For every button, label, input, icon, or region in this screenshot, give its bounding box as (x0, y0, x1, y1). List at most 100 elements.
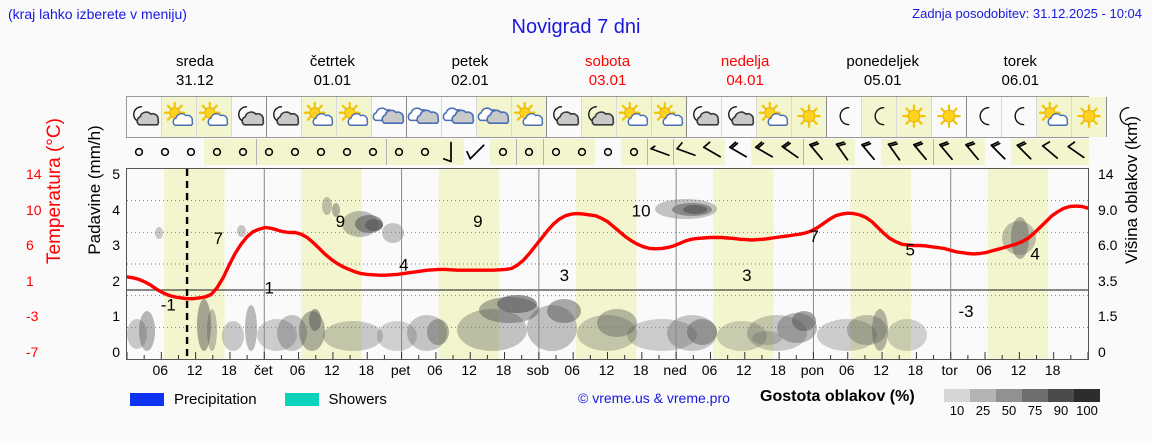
day-header: sreda 31.12 četrtek 01.01 petek 02.01 sobota 03… (126, 52, 1089, 92)
x-label-18: 18 (221, 362, 237, 378)
wind-barb-29 (880, 139, 907, 165)
temp-label-3: 9 (336, 212, 345, 231)
day-date: 06.01 (1001, 72, 1040, 89)
temperature-axis-title: Temperatura (°C) (44, 118, 65, 264)
weather-icon-sun-cloud (197, 97, 232, 137)
weather-icon-moon (1107, 97, 1141, 137)
day-header-2: četrtek 01.01 (264, 52, 402, 92)
page-title: Novigrad 7 dni (511, 16, 641, 38)
temp-label-10: 5 (905, 241, 914, 260)
x-label-18: 18 (1044, 362, 1061, 378)
weather-icon-sun-cloud (302, 97, 337, 137)
precipitation-axis-title: Padavine (mm/h) (85, 125, 104, 255)
cloud-blob (323, 321, 383, 351)
cloud-blob (139, 311, 155, 351)
temperature-curve (127, 204, 1088, 301)
wind-barb-17 (568, 139, 595, 165)
day-date: 02.01 (451, 72, 489, 89)
cloud-blob (887, 319, 927, 351)
x-label-tor: tor (941, 362, 958, 378)
weather-icon-sun-cloud (337, 97, 372, 137)
x-label-06: 06 (427, 362, 443, 378)
day-name: ponedeljek (846, 53, 919, 70)
cloud-blob (245, 305, 257, 351)
weather-icon-cloud (372, 97, 407, 137)
wind-barb-33 (985, 139, 1011, 165)
weather-icon-moon-cloud (582, 97, 617, 137)
weather-icon-moon (1002, 97, 1037, 137)
day-header-5: nedelja 04.01 (676, 52, 814, 92)
x-label-18: 18 (358, 362, 375, 378)
x-label-ned: ned (663, 362, 687, 378)
day-header-4: sobota 03.01 (539, 52, 677, 92)
x-label-pet: pet (390, 362, 411, 378)
cloud-density-swatch-75 (1022, 389, 1048, 402)
temp-label-12: 4 (1030, 244, 1039, 263)
wind-barb-27 (828, 139, 855, 165)
cloud-height-tick-3: 3.5 (1098, 272, 1118, 289)
day-name: četrtek (309, 53, 355, 70)
x-label-06: 06 (289, 362, 306, 378)
temperature-tick-4: -3 (26, 308, 39, 325)
day-date: 31.12 (176, 72, 214, 89)
x-label-06: 06 (976, 362, 992, 378)
wind-barb-22 (698, 139, 725, 165)
cloud-density-label-100: 100 (1076, 403, 1098, 418)
cloud-blob (792, 311, 816, 331)
temp-label-8: 3 (742, 266, 751, 285)
weather-icon-moon (862, 97, 897, 137)
wind-barb-21 (672, 139, 699, 165)
wind-barb-20 (646, 139, 673, 165)
wind-barb-32 (959, 139, 986, 165)
x-label-sob: sob (526, 362, 550, 378)
daytime-band (438, 169, 500, 359)
weather-icon-moon-cloud (722, 97, 757, 137)
weather-icon-sun (897, 97, 932, 137)
precipitation-legend-label: Precipitation (174, 390, 257, 408)
x-label-čet: čet (253, 362, 273, 378)
precipitation-tick-0: 5 (112, 166, 120, 182)
day-header-7: torek 06.01 (951, 52, 1089, 92)
cloud-blob (667, 315, 717, 351)
temp-label-5: 9 (473, 212, 482, 231)
cloud-blob (197, 299, 211, 351)
wind-barb-12 (438, 139, 465, 165)
cloud-density-scale (944, 389, 1100, 402)
cloud-blob (687, 319, 717, 345)
last-update-text: Zadnja posodobitev: 31.12.2025 - 10:04 (912, 6, 1142, 21)
day-name: nedelja (720, 53, 770, 70)
day-header-3: petek 02.01 (401, 52, 539, 92)
cloud-density-swatch-25 (970, 389, 996, 402)
day-name: petek (451, 53, 489, 70)
wind-barb-35 (1037, 139, 1064, 165)
temp-label-11: -3 (958, 302, 973, 321)
cloud-density-swatch-10 (944, 389, 970, 402)
cloud-density-label-75: 75 (1027, 403, 1043, 418)
wind-barb-14 (490, 139, 517, 165)
meteogram-svg: -1 7 1 9 4 9 3 10 3 7 5 -3 4 (127, 169, 1088, 359)
day-name: sobota (585, 53, 631, 70)
cloud-blob (577, 315, 637, 351)
daytime-band (164, 169, 225, 359)
cloud-blob (155, 227, 163, 239)
cloud-blob (457, 309, 527, 351)
cloud-blob (207, 309, 217, 351)
wind-barb-1 (152, 139, 178, 165)
cloud-blob (872, 309, 888, 351)
wind-barb-7 (308, 139, 335, 165)
weather-icon-moon-cloud (232, 97, 267, 137)
wind-barb-30 (906, 139, 933, 165)
cloud-density-label-90: 90 (1053, 403, 1069, 418)
x-label-12: 12 (1010, 362, 1027, 378)
wind-barb-13 (464, 139, 490, 165)
cloud-blob (309, 309, 321, 331)
temp-label-0: -1 (161, 296, 176, 315)
x-label-18: 18 (633, 362, 649, 378)
x-label-18: 18 (907, 362, 924, 378)
cloud-density-swatch-90 (1048, 389, 1074, 402)
cloud-density-scale-labels: 10 25 50 75 90 100 (944, 403, 1104, 419)
x-label-18: 18 (495, 362, 512, 378)
weather-icon-cloud (407, 97, 442, 137)
wind-barb-3 (204, 139, 231, 165)
wind-barb-5 (256, 139, 283, 165)
